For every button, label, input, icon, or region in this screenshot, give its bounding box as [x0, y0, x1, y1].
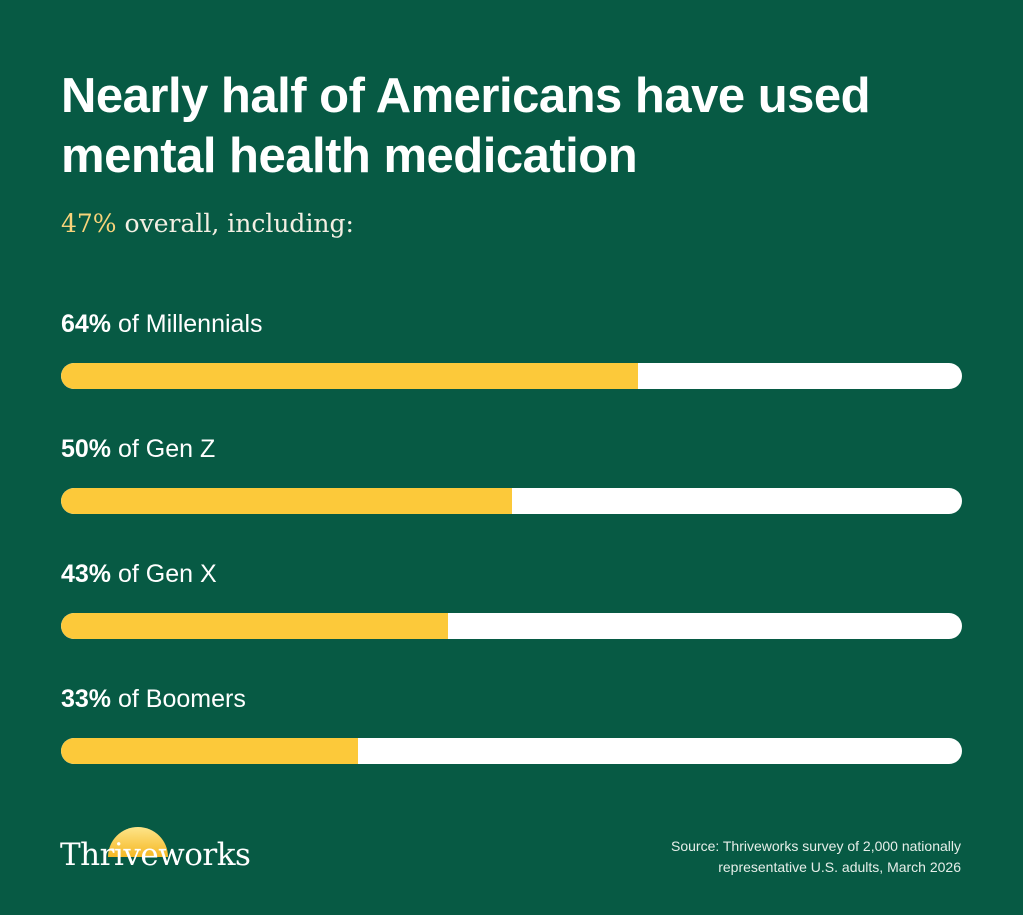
chart-title: Nearly half of Americans have used menta… [61, 69, 871, 183]
bar-track [61, 613, 962, 639]
bar-category-label: of Millennials [118, 310, 263, 338]
bar-category-label: of Gen X [118, 560, 217, 588]
source-line-1: Source: Thriveworks survey of 2,000 nati… [671, 838, 961, 854]
bar-label: 50% of Gen Z [61, 434, 962, 464]
bar-fill-gen-z [61, 488, 512, 514]
thriveworks-logo: Thriveworks [60, 825, 260, 875]
bar-row-gen-x: 43% of Gen X [61, 559, 962, 639]
bar-category-label: of Boomers [118, 685, 246, 713]
bar-track [61, 738, 962, 764]
bar-row-millennials: 64% of Millennials [61, 309, 962, 389]
chart-subtitle: 47% overall, including: [61, 206, 354, 242]
bar-fill-millennials [61, 363, 638, 389]
bar-label: 33% of Boomers [61, 684, 962, 714]
bar-row-gen-z: 50% of Gen Z [61, 434, 962, 514]
source-note: Source: Thriveworks survey of 2,000 nati… [671, 836, 961, 878]
bar-value-label: 64% [61, 310, 112, 338]
bar-category-label: of Gen Z [118, 435, 216, 463]
bar-label: 64% of Millennials [61, 309, 962, 339]
bar-fill-gen-x [61, 613, 449, 639]
bar-value-label: 33% [61, 685, 112, 713]
bar-value-label: 50% [61, 435, 112, 463]
bar-row-boomers: 33% of Boomers [61, 684, 962, 764]
bar-value-label: 43% [61, 560, 112, 588]
source-line-2: representative U.S. adults, March 2026 [718, 859, 961, 875]
overall-percentage: 47% [61, 209, 117, 238]
bar-track [61, 488, 962, 514]
logo-wordmark: Thriveworks [60, 837, 251, 873]
rising-sun-icon [108, 827, 168, 857]
bar-label: 43% of Gen X [61, 559, 962, 589]
bar-track [61, 363, 962, 389]
bar-fill-boomers [61, 738, 359, 764]
subtitle-text: overall, including: [124, 209, 354, 238]
